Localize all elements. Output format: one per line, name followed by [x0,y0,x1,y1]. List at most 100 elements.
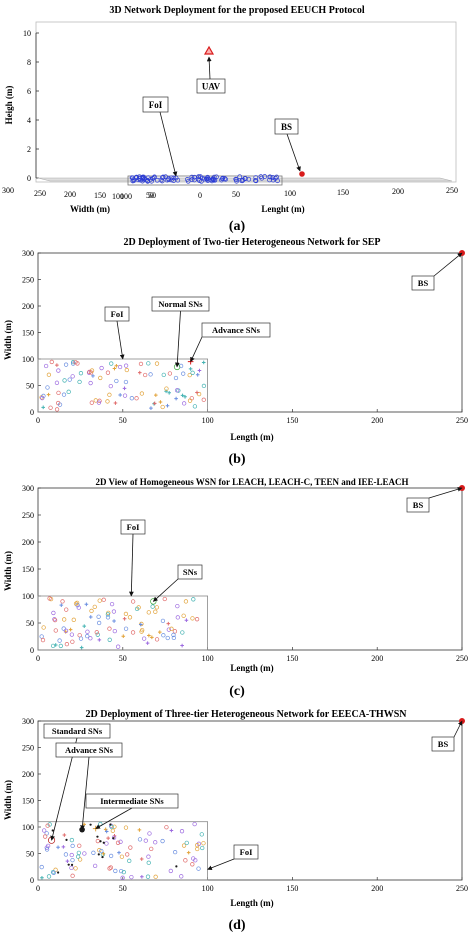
panel-c-y-tick-label: 0 [30,646,34,655]
panel-b-sensor-point [78,371,84,376]
panel-c-homogeneous-wsn: 2D View of Homogeneous WSN for LEACH, LE… [3,477,409,699]
panel-d-sensor-point [109,824,114,830]
panel-c-sensor-point [183,599,189,604]
panel-a-z-label: Heigh (m) [4,86,14,125]
panel-d-title: 2D Deployment of Three-tier Heterogeneou… [86,709,408,720]
panel-c-sensor-point [153,609,158,614]
panel-b-y-tick-label: 100 [22,355,34,364]
panel-d-sensor-point [186,850,191,855]
panel-d-sensor-point [181,843,187,848]
panel-d-sensor-point [164,825,169,830]
panel-c-sensor-point [57,638,62,643]
panel-b-plot: 0 50 100 150 200 250 0 50 100 150 200 250 300 FoI Norm… [22,249,468,425]
panel-c-foi-region [37,595,209,651]
panel-d-sensor-point [103,827,108,832]
panel-c-sensor-point [60,599,65,604]
panel-c-sensor-point [162,596,167,602]
panel-c-x-tick-label: 250 [456,654,468,663]
panel-b-sensor-point [124,367,129,373]
panel-d-sensor-point [147,831,152,836]
panel-d-sensor-point [108,865,113,870]
panel-b-sensor-point [149,406,153,410]
panel-c-sensor-point [169,626,174,631]
panel-a-uav-arrow [206,56,212,80]
panel-d-advance-point [109,823,112,826]
panel-c-y-label: Width (m) [3,551,13,591]
panel-c-sensor-point [191,597,196,602]
panel-a-sensor-point [199,178,204,184]
panel-d-sensor-point [69,852,74,858]
panel-c-sensor-point [141,636,147,641]
panel-d-sensor-point [50,869,56,875]
panel-b-sensor-point [123,379,129,385]
panel-d-foi-region [37,821,209,881]
panel-d-annotation-box [55,742,123,758]
panel-a-length-tick-label: 50 [232,190,240,199]
panel-a-width-label: Width (m) [70,204,110,214]
panel-a-sensor-point [267,177,272,183]
panel-d-sensor-point [195,846,200,852]
panel-d-sensor-point [169,828,174,833]
panel-d-sensor-point [63,852,69,857]
panel-b-sensor-point [46,392,51,397]
panel-d-sensor-point [92,863,98,869]
panel-c-sensor-point [107,626,112,631]
panel-b-sensor-point [137,370,142,375]
panel-d-sensor-point [179,874,184,879]
panel-b-annotation-box [104,306,130,322]
panel-c-plot: 0 50 100 150 200 250 0 50 100 150 200 250 300 FoI SNs B… [22,484,468,663]
panel-a-sensor-point [234,178,239,184]
panel-d-sensor-point [117,850,121,855]
panel-b-sensor-point [66,389,71,394]
panel-a-length-tick-label: 100 [112,192,124,201]
panel-d-plot: 0 50 100 150 200 250 0 50 100 150 200 250 300 Standar… [22,717,468,893]
panel-d-sensor-point [104,829,109,834]
panel-a-bs-marker [299,171,305,177]
panel-c-annotation-arrow [428,486,463,499]
panel-c-y-tick-label: 300 [22,484,34,493]
panel-b-sensor-point [192,404,198,409]
panel-d-annotation-box [85,793,179,809]
panel-c-sensor-point [105,615,111,620]
panel-a-z-tick-label: 2 [27,145,31,154]
panel-b-sensor-point [114,363,119,368]
panel-d-sensor-point [101,851,106,856]
panel-c-annotation-label: FoI [127,522,140,532]
panel-d-x-tick-label: 150 [286,884,298,893]
panel-b-sensor-point [63,362,69,367]
panel-b-sensor-point [41,405,46,410]
panel-c-sensor-point [82,624,87,628]
panel-d-annotation-arrow [80,756,90,831]
panel-a-foi-annotation-box [142,96,169,113]
panel-b-y-tick-label: 0 [30,408,34,417]
panel-c-sensor-point [180,643,184,648]
panel-d-sensor-point [62,833,67,837]
panel-b-sensor-point [61,392,67,397]
panel-d-sensor-point [115,840,121,845]
panel-c-sensor-point [53,628,58,633]
panel-b-title: 2D Deployment of Two-tier Heterogeneous … [123,237,380,248]
panel-c-x-tick-label: 0 [36,654,40,663]
panel-b-annotation-box [411,275,435,291]
panel-b-sensor-point [56,390,61,396]
panel-d-sensor-point [129,874,134,880]
panel-c-sensor-point [70,639,75,644]
panel-d-sensor-point [137,837,143,842]
panel-d-sensor-point [190,862,195,867]
panel-a-sensors [129,174,280,184]
panel-d-sensor-point [77,843,82,848]
panel-d-sensor-point [69,837,75,843]
panel-c-sensor-point [51,610,56,616]
panel-c-x-label: Length (m) [230,663,273,673]
panel-d-sensor-point [125,852,130,857]
panel-a-sensor-point [267,174,273,180]
panel-b-sensor-point [67,377,72,382]
panels-2d-plot-areas: 0 50 100 150 200 250 0 50 100 150 200 250 300 FoI Norm… [22,249,468,893]
panel-c-y-tick-label: 200 [22,538,34,547]
panel-a-length-tick-label: 100 [284,189,296,198]
panel-d-annotation-box [43,723,111,739]
panel-b-sensor-point [190,370,195,375]
panel-d-x-tick-label: 0 [36,884,40,893]
panel-d-sensor-point [183,858,188,863]
panel-a-bs-annotation: BS [281,122,292,132]
